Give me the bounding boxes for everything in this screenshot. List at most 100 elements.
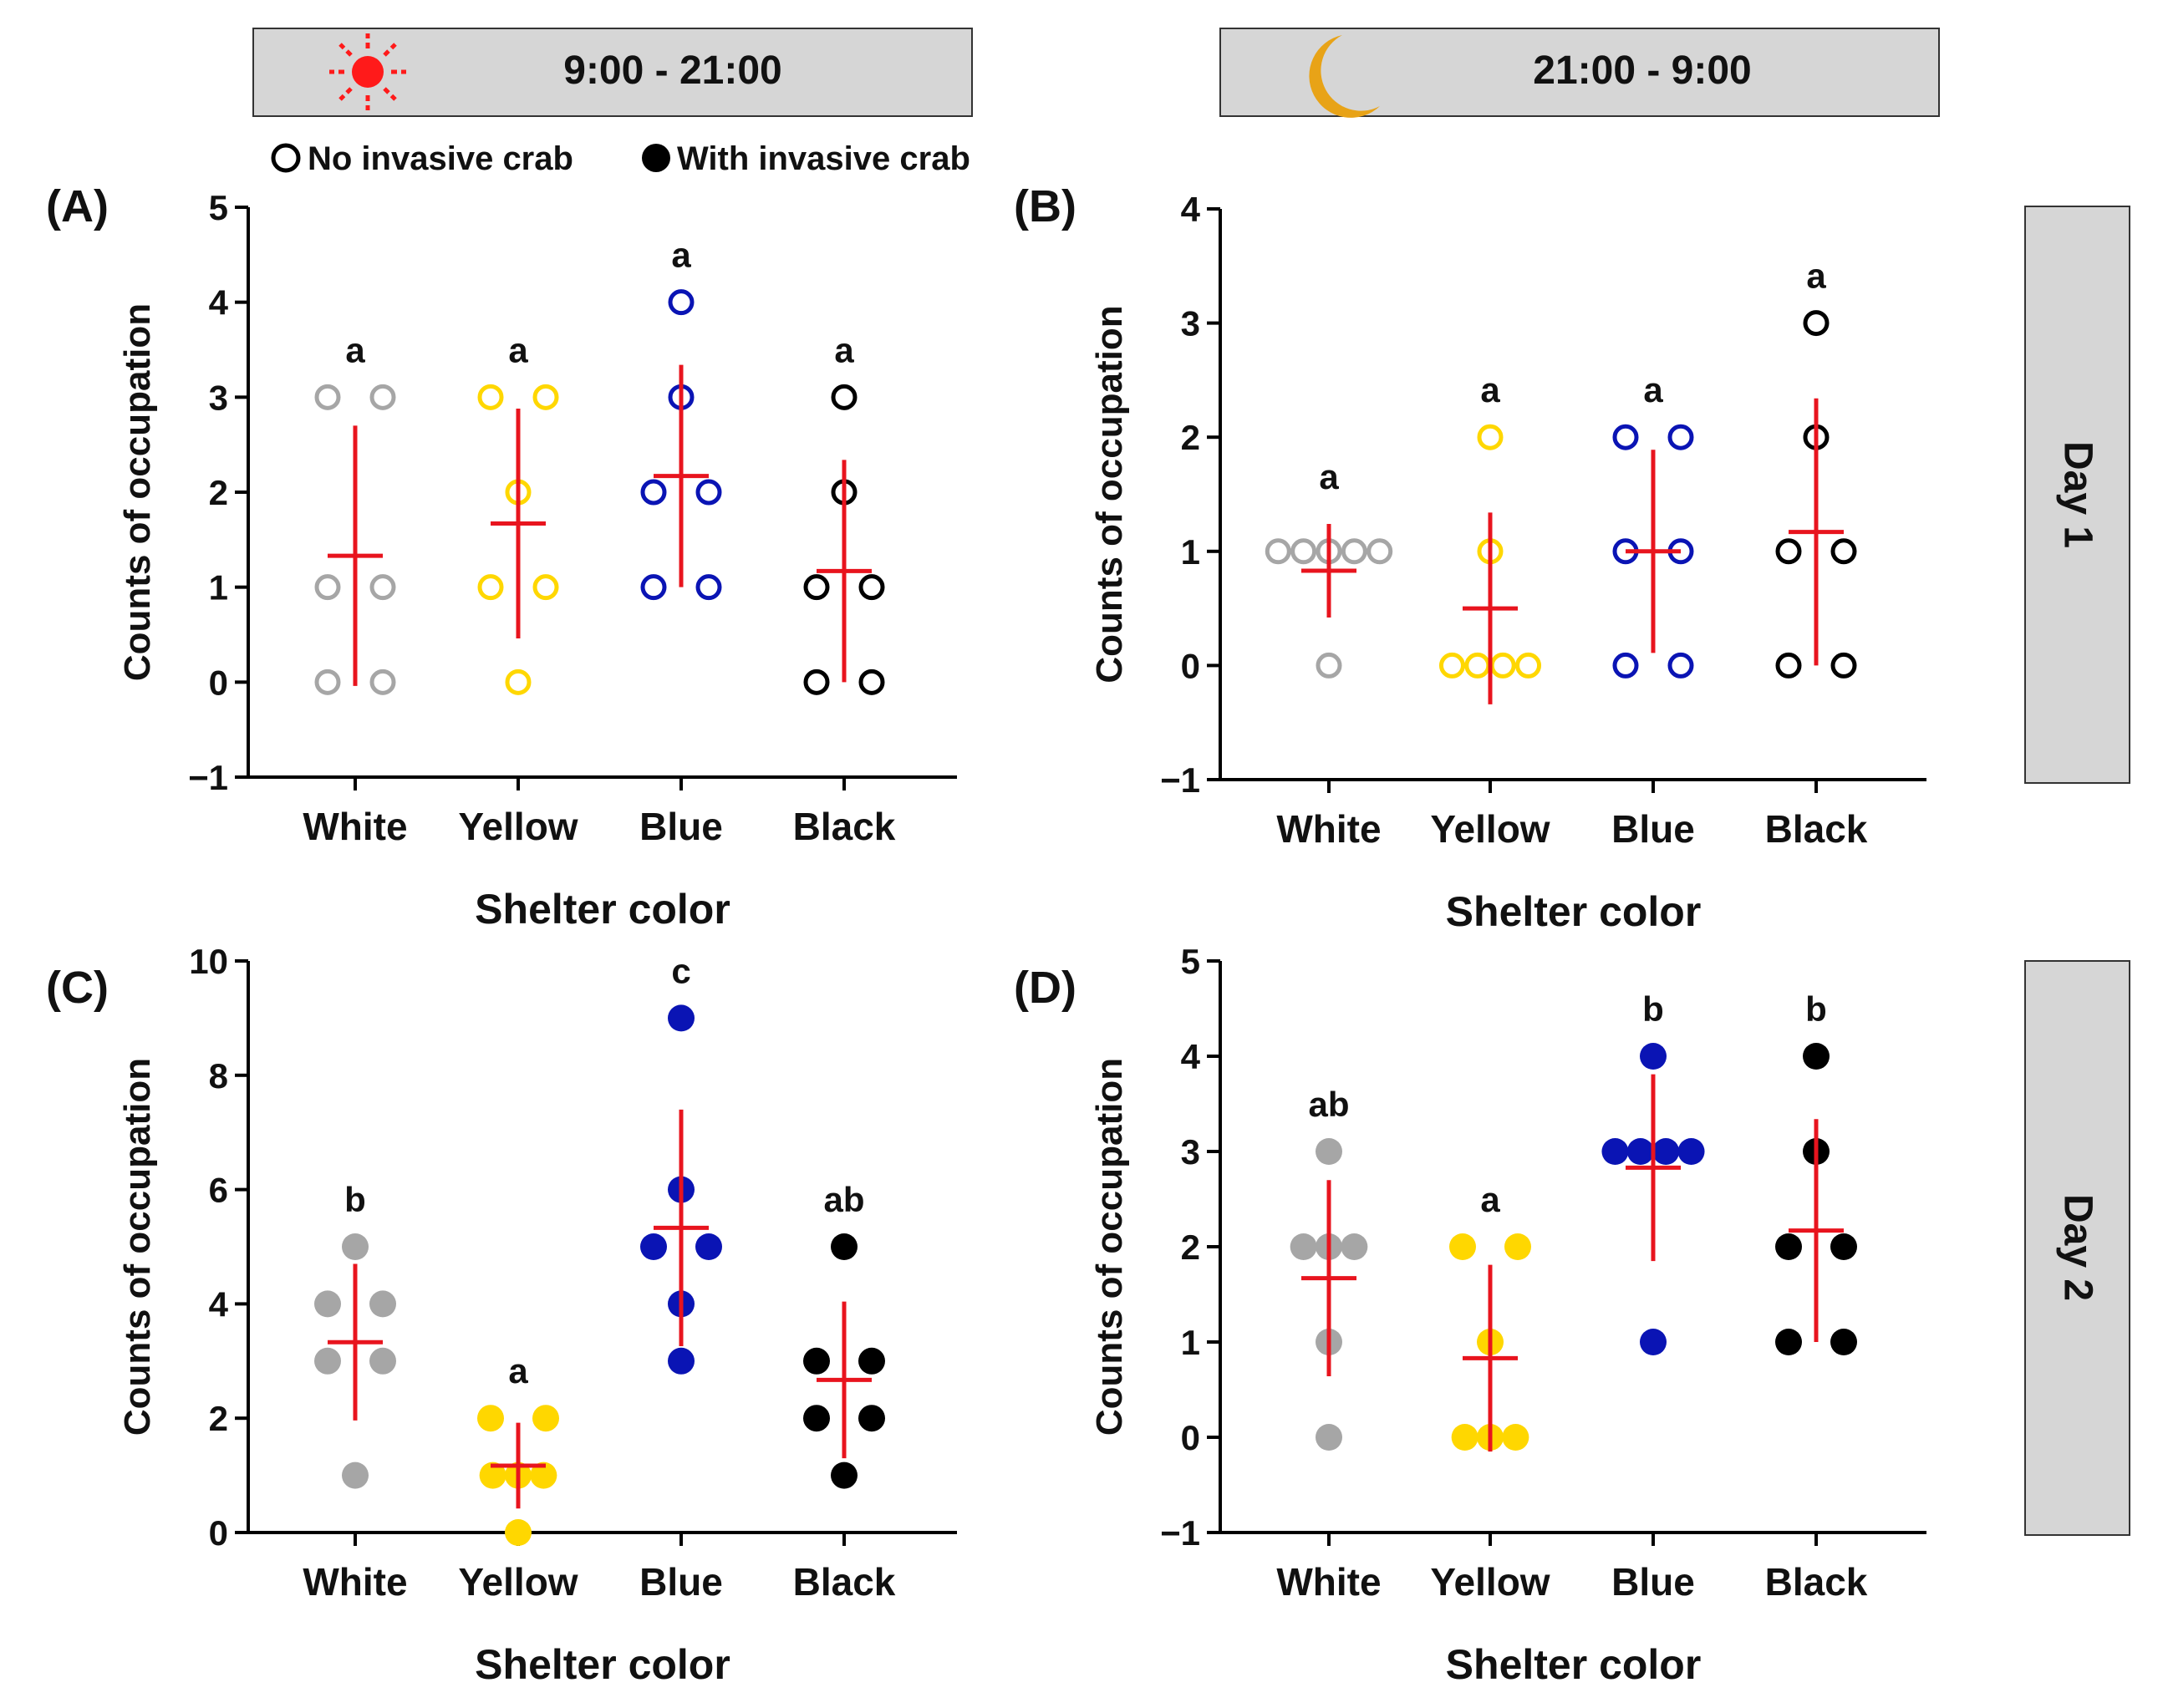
- data-point-yellow: [532, 1405, 559, 1432]
- y-tick-label: 0: [1181, 646, 1200, 685]
- y-axis-label: Counts of occupation: [1089, 305, 1130, 683]
- y-tick-label: 5: [1181, 942, 1200, 981]
- x-tick-label-blue: Blue: [1611, 807, 1695, 851]
- data-point-black: [803, 574, 830, 601]
- x-tick-label-black: Black: [1765, 807, 1868, 851]
- y-tick-label: −1: [1160, 760, 1200, 800]
- panel-c: (C) 0 2 4 6 8 10 Counts of occupation Shelter co…: [46, 942, 957, 1688]
- data-point-yellow: [1464, 652, 1491, 679]
- data-point-white: [1316, 1424, 1342, 1451]
- sun-icon-core: [352, 56, 384, 88]
- day-period-header: 9:00 - 21:00: [252, 28, 973, 117]
- y-tick-label: 1: [1181, 1323, 1200, 1362]
- data-point-blue: [695, 479, 722, 506]
- x-tick-label-black: Black: [1765, 1560, 1868, 1604]
- data-point-yellow: [1438, 652, 1465, 679]
- significance-letter-black: a: [1806, 257, 1826, 296]
- data-point-yellow: [477, 574, 504, 601]
- data-point-black: [858, 1405, 885, 1432]
- y-tick-label: 2: [209, 1399, 228, 1438]
- data-point-white: [1290, 538, 1317, 565]
- y-tick-label: 8: [209, 1056, 228, 1095]
- y-tick-label: 1: [209, 568, 228, 607]
- data-point-yellow: [477, 1405, 504, 1432]
- y-tick-label: 0: [209, 1513, 228, 1553]
- y-axis-label: Counts of occupation: [117, 1058, 158, 1436]
- panel-label: (D): [1014, 963, 1076, 1013]
- x-tick-label-white: White: [1276, 1560, 1381, 1604]
- y-axis-label: Counts of occupation: [117, 303, 158, 681]
- y-tick-label: −1: [1160, 1513, 1200, 1553]
- x-tick-label-white: White: [303, 805, 407, 848]
- y-tick-label: 0: [1181, 1418, 1200, 1457]
- significance-letter-black: a: [834, 330, 854, 369]
- panel-b: (B) −1 0 1 2 3 4 Counts of occupation Shelter co…: [1014, 181, 1926, 935]
- x-axis-label: Shelter color: [475, 886, 730, 933]
- significance-letter-black: ab: [823, 1180, 864, 1219]
- data-point-yellow: [505, 1519, 532, 1546]
- data-point-black: [858, 1347, 885, 1375]
- data-point-white: [314, 574, 341, 601]
- x-axis-label: Shelter color: [475, 1641, 730, 1688]
- data-point-black: [803, 668, 830, 695]
- y-tick-label: 4: [209, 283, 229, 323]
- data-point-white: [1316, 652, 1342, 679]
- data-point-yellow: [1504, 1233, 1531, 1260]
- data-point-yellow: [477, 384, 504, 410]
- data-point-black: [1803, 1043, 1830, 1070]
- side-label-day1: Day 1: [2024, 206, 2130, 784]
- data-point-black: [831, 1233, 858, 1260]
- data-point-white: [342, 1461, 369, 1489]
- data-point-white: [314, 1347, 341, 1375]
- data-point-blue: [1640, 1043, 1667, 1070]
- data-point-white: [1341, 538, 1367, 565]
- y-tick-label: 4: [1181, 190, 1201, 229]
- x-tick-label-white: White: [1276, 807, 1381, 851]
- data-point-yellow: [1515, 652, 1542, 679]
- side-label-day2-text: Day 2: [2056, 1194, 2100, 1301]
- significance-letter-blue: b: [1642, 989, 1664, 1029]
- significance-letter-white: b: [344, 1180, 366, 1219]
- x-axis-label: Shelter color: [1446, 888, 1702, 935]
- day-period-label: 9:00 - 21:00: [563, 48, 782, 93]
- data-point-white: [314, 384, 341, 410]
- significance-letter-white: ab: [1308, 1085, 1349, 1124]
- data-point-blue: [1601, 1138, 1629, 1165]
- data-point-white: [1316, 1138, 1342, 1165]
- significance-letter-blue: a: [1643, 370, 1663, 409]
- y-tick-label: −1: [188, 758, 228, 797]
- x-tick-label-yellow: Yellow: [1430, 1560, 1550, 1604]
- significance-letter-blue: c: [671, 951, 690, 990]
- data-point-blue: [640, 1233, 667, 1260]
- data-point-blue: [640, 574, 667, 601]
- significance-letter-yellow: a: [508, 1351, 528, 1390]
- data-point-white: [1265, 538, 1291, 565]
- y-tick-label: 3: [209, 378, 228, 417]
- data-point-blue: [668, 1347, 695, 1375]
- data-point-blue: [1677, 1138, 1705, 1165]
- data-point-blue: [668, 289, 695, 316]
- data-point-white: [1341, 1233, 1368, 1260]
- x-tick-label-yellow: Yellow: [458, 805, 578, 848]
- data-point-black: [1830, 1233, 1857, 1260]
- data-point-blue: [695, 574, 722, 601]
- panel-label: (A): [46, 181, 109, 231]
- data-point-blue: [1667, 424, 1694, 450]
- side-label-day2: Day 2: [2024, 960, 2130, 1536]
- y-tick-label: 3: [1181, 304, 1200, 343]
- data-point-blue: [1612, 424, 1639, 450]
- data-point-black: [1830, 652, 1857, 679]
- significance-letter-white: a: [1319, 457, 1339, 496]
- data-point-black: [1775, 1233, 1802, 1260]
- moon-icon: [1309, 35, 1380, 118]
- y-tick-label: 2: [1181, 418, 1200, 457]
- y-tick-label: 2: [209, 473, 228, 512]
- side-label-day1-text: Day 1: [2056, 441, 2100, 548]
- night-period-header: 21:00 - 9:00: [1219, 28, 1940, 118]
- x-tick-label-yellow: Yellow: [1430, 807, 1550, 851]
- data-point-black: [858, 668, 885, 695]
- side-label-day2-box: [2024, 960, 2130, 1536]
- x-tick-label-yellow: Yellow: [458, 1560, 578, 1604]
- x-tick-label-white: White: [303, 1560, 407, 1604]
